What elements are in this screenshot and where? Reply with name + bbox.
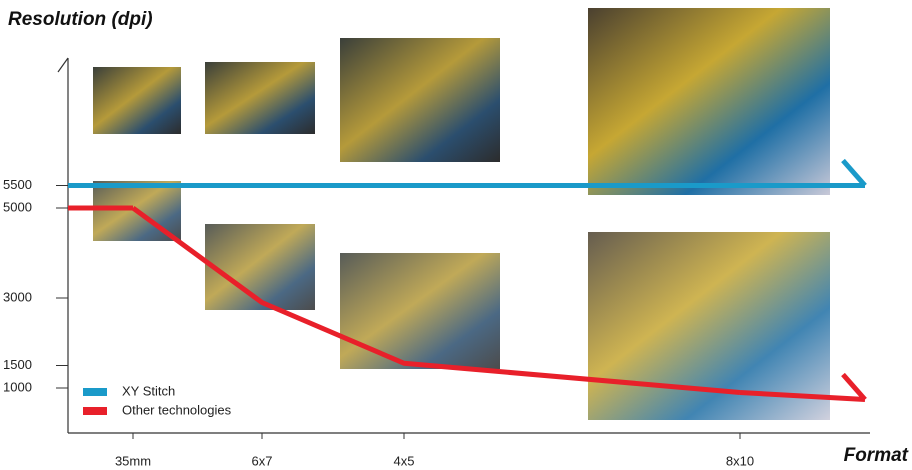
- x-tick-label: 6x7: [252, 453, 273, 468]
- photo: [205, 62, 315, 134]
- photos: [93, 8, 830, 420]
- x-tick-label: 4x5: [394, 453, 415, 468]
- photo: [340, 38, 500, 162]
- x-tick-label: 8x10: [726, 453, 754, 468]
- y-tick-label: 1500: [3, 357, 32, 372]
- y-tick-label: 1000: [3, 379, 32, 394]
- line-extension: [68, 158, 867, 188]
- line-extension: [68, 205, 867, 402]
- legend-label: XY Stitch: [122, 383, 175, 398]
- photo: [588, 8, 830, 195]
- legend-swatch: [83, 407, 107, 415]
- y-tick-label: 3000: [3, 289, 32, 304]
- legend-swatch: [83, 388, 107, 396]
- axes: [57, 57, 870, 434]
- photo: [93, 67, 181, 134]
- photo: [340, 253, 500, 369]
- x-axis-title: Format: [844, 445, 909, 466]
- photo: [205, 224, 315, 310]
- y-axis-title: Resolution (dpi): [8, 9, 153, 30]
- legend-label: Other technologies: [122, 402, 232, 417]
- y-tick-label: 5000: [3, 199, 32, 214]
- x-tick-label: 35mm: [115, 453, 151, 468]
- y-tick-label: 5500: [3, 177, 32, 192]
- line: [131, 205, 741, 395]
